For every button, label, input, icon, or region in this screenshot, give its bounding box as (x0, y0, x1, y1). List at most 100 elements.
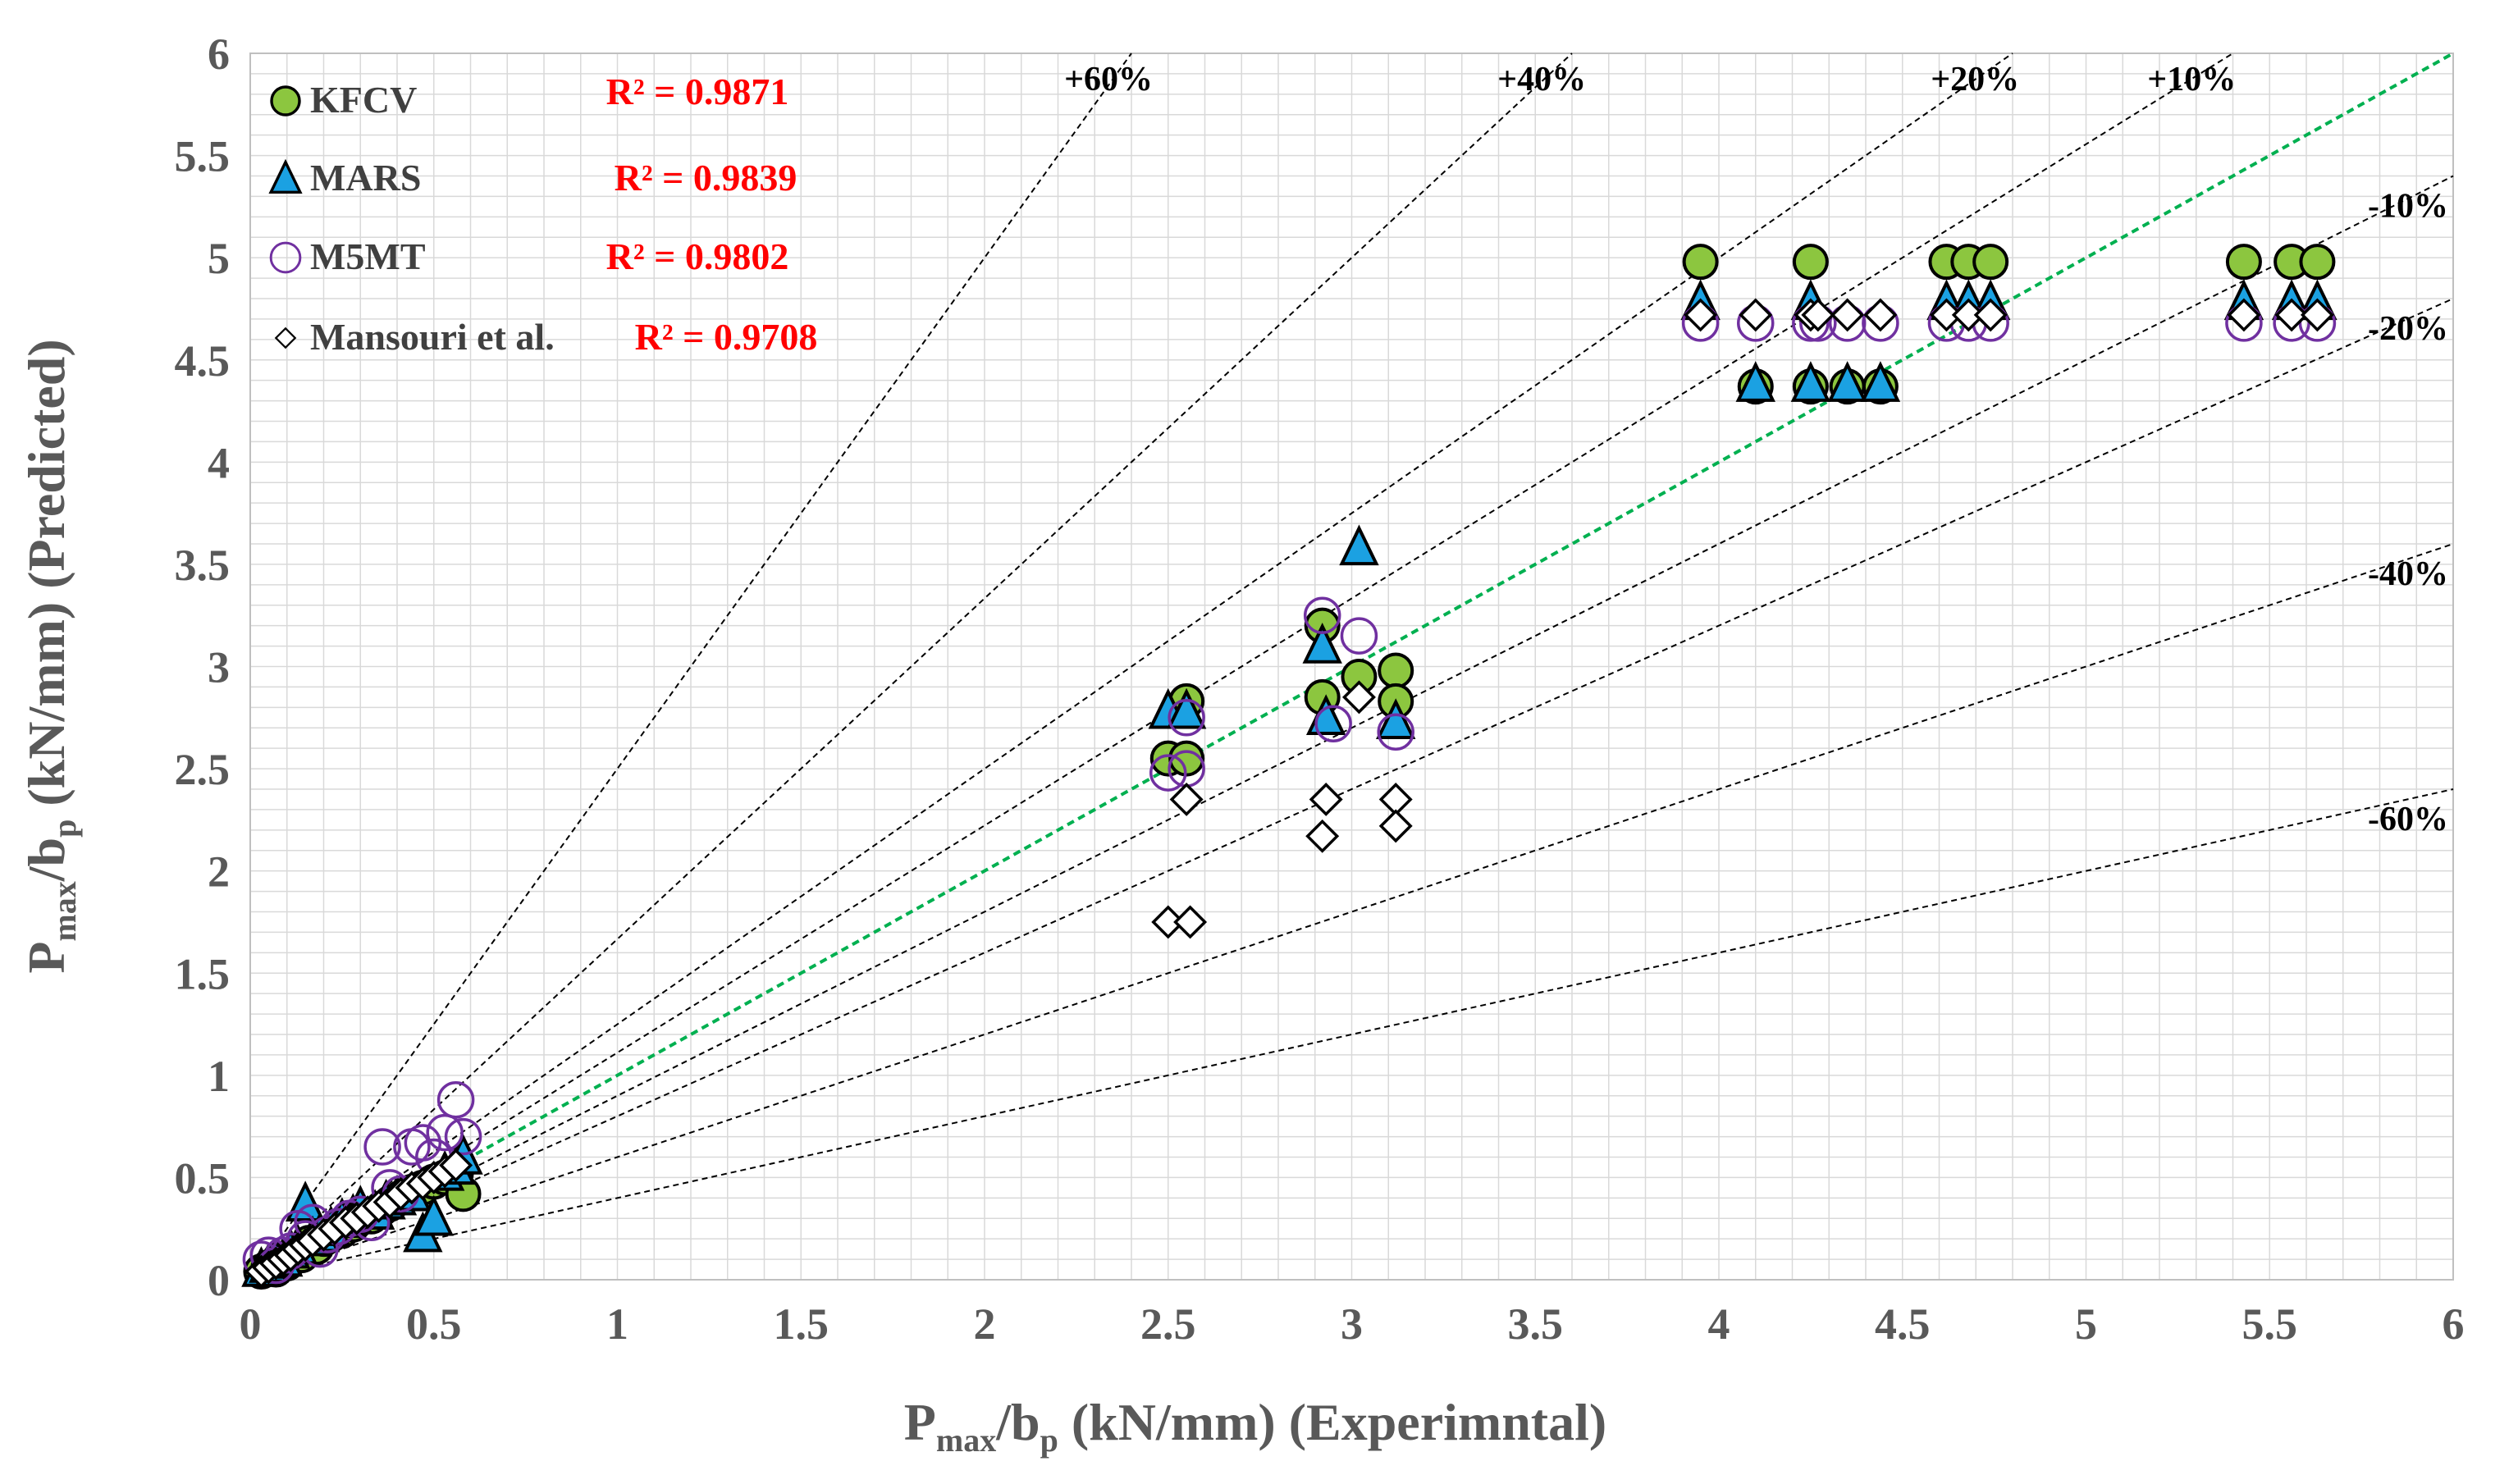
x-tick-label: 6 (2443, 1299, 2465, 1349)
x-tick-label: 4 (1708, 1299, 1730, 1349)
y-tick-label: 6 (208, 30, 230, 79)
data-point (1827, 361, 1867, 402)
legend: KFCV R² = 0.9871 MARS R² = 0.9839 M5MT R² = 0… (268, 71, 818, 358)
y-tick-label: 5.5 (175, 132, 231, 181)
reference-line-label: -10% (2368, 188, 2448, 226)
data-point (1340, 617, 1378, 655)
data-points (241, 244, 2337, 1290)
reference-line (249, 53, 2013, 1281)
data-point (1149, 754, 1187, 792)
data-point (1168, 699, 1205, 737)
legend-marker (269, 241, 302, 274)
y-tick-label: 3.5 (175, 541, 231, 590)
r-squared-label: R² = 0.9871 (606, 71, 789, 112)
data-point (1339, 524, 1379, 566)
data-point (1378, 809, 1413, 843)
r-squared-label: R² = 0.9839 (615, 157, 797, 199)
legend-marker (270, 85, 301, 116)
data-point (1377, 713, 1414, 751)
reference-line-label: -20% (2368, 310, 2448, 348)
data-point (1376, 698, 1416, 739)
reference-line-label: -40% (2368, 555, 2448, 593)
x-tick-label: 0 (240, 1299, 262, 1349)
y-tick-label: 1.5 (175, 949, 231, 998)
data-point (1151, 905, 1186, 939)
data-point (2274, 298, 2309, 332)
data-point (1341, 680, 1376, 715)
y-tick-label: 4.5 (175, 336, 231, 386)
data-point (1169, 782, 1204, 816)
reference-line (249, 53, 2234, 1281)
data-point (1378, 652, 1414, 689)
data-point (436, 1080, 475, 1119)
reference-line (249, 298, 2454, 1281)
data-point (2227, 298, 2261, 332)
series-mansouri-et-al- (244, 298, 2334, 1289)
data-point (1684, 298, 1718, 332)
reference-line-label: +10% (2147, 61, 2236, 98)
x-tick-label: 3 (1341, 1299, 1363, 1349)
x-tick-label: 1.5 (774, 1299, 829, 1349)
y-tick-label: 5 (208, 234, 230, 283)
x-tick-label: 5 (2075, 1299, 2097, 1349)
data-point (363, 1128, 401, 1166)
reference-line (249, 543, 2454, 1281)
data-point (1792, 244, 1829, 281)
y-tick-label: 3 (208, 643, 230, 692)
data-point (2225, 244, 2262, 281)
data-point (414, 1194, 454, 1236)
r-squared-label: R² = 0.9708 (635, 316, 818, 358)
data-point (1173, 905, 1208, 939)
reference-line-label: +40% (1497, 61, 1586, 98)
legend-label: KFCV (310, 79, 417, 121)
x-tick-label: 5.5 (2242, 1299, 2298, 1349)
data-point (1929, 298, 1963, 332)
y-axis-title: Pmax/bp (kN/mm) (Predicted) (17, 339, 83, 973)
data-point (2300, 298, 2334, 332)
plot-area-border (249, 53, 2454, 1281)
data-point (1739, 298, 1773, 332)
x-tick-label: 2 (974, 1299, 996, 1349)
gridlines (249, 53, 2454, 1281)
axes: 0 0.5 1 1.5 2 2.5 3 3.5 4 4.5 5 5.5 6 0 0.5 1 1.5 2 2.5 3 3.… (175, 30, 2465, 1349)
data-point (1305, 819, 1340, 853)
x-tick-label: 0.5 (406, 1299, 462, 1349)
data-point (1682, 244, 1719, 281)
reference-line (249, 788, 2454, 1281)
data-point (1309, 782, 1343, 816)
reference-line-label: -60% (2368, 801, 2448, 838)
reference-line (249, 53, 1573, 1281)
y-tick-label: 1 (208, 1052, 230, 1101)
reference-line-label: +60% (1064, 61, 1153, 98)
y-tick-label: 4 (208, 438, 230, 487)
data-point (1863, 298, 1898, 332)
x-tick-label: 3.5 (1508, 1299, 1564, 1349)
data-point (1735, 361, 1775, 402)
x-axis-title: Pmax/bp (kN/mm) (Experimntal) (904, 1393, 1606, 1459)
legend-marker (274, 326, 297, 349)
legend-marker (268, 158, 303, 194)
x-tick-label: 2.5 (1140, 1299, 1196, 1349)
data-point (1302, 623, 1342, 664)
legend-label: MARS (310, 157, 421, 199)
x-tick-label: 1 (606, 1299, 628, 1349)
data-point (439, 1148, 473, 1182)
data-point (1973, 298, 2008, 332)
data-point (1166, 687, 1207, 729)
reference-line (249, 175, 2454, 1281)
data-point (1830, 298, 1865, 332)
data-point (444, 1117, 482, 1156)
data-point (1972, 244, 2009, 281)
y-tick-label: 0 (208, 1256, 230, 1305)
reference-line-label: +20% (1931, 61, 2019, 98)
legend-label: M5MT (310, 235, 426, 277)
r-squared-label: R² = 0.9802 (606, 235, 789, 277)
data-point (404, 1124, 442, 1162)
data-point (1951, 298, 1986, 332)
data-point (1801, 298, 1835, 332)
data-point (1860, 361, 1901, 402)
y-tick-label: 2.5 (175, 745, 231, 794)
